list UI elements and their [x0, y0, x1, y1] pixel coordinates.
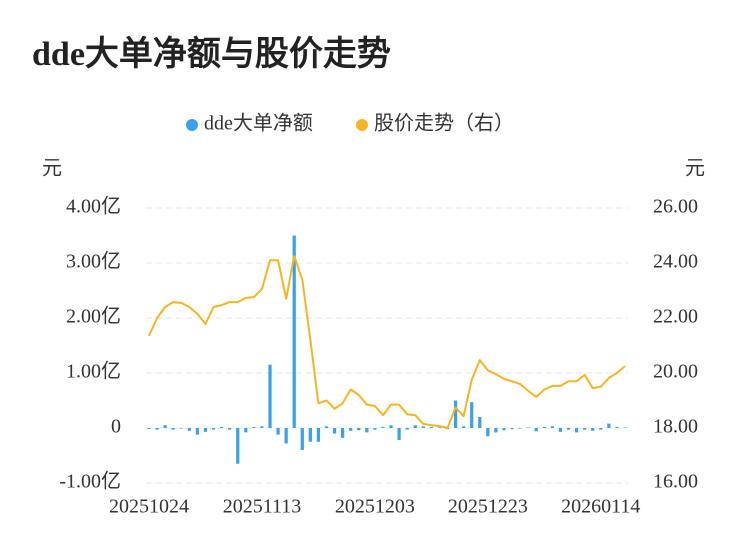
bar	[268, 364, 272, 428]
bar	[260, 426, 264, 428]
bar	[478, 417, 482, 428]
bar	[332, 428, 337, 434]
bar	[405, 428, 409, 430]
bar	[413, 425, 417, 428]
bar	[607, 423, 611, 428]
bar	[421, 426, 425, 428]
x-tick-label: 20251113	[223, 496, 302, 518]
bar	[349, 428, 353, 431]
chart-title: dde大单净额与股价走势	[32, 35, 391, 73]
bar	[574, 428, 579, 433]
bar	[155, 428, 159, 430]
bar	[357, 428, 361, 431]
bar	[566, 428, 571, 430]
bar	[526, 427, 530, 428]
bar	[324, 426, 329, 428]
y-tick-label: 4.00亿	[66, 195, 121, 218]
bar	[558, 428, 563, 432]
y2-tick-label: 22.00	[653, 306, 698, 328]
bar	[510, 428, 514, 430]
y2-tick-label: 26.00	[653, 196, 698, 218]
legend-marker	[356, 119, 368, 131]
price-line	[148, 255, 626, 429]
bar	[220, 426, 224, 428]
bar	[308, 428, 312, 442]
bar	[365, 428, 369, 433]
bar	[341, 428, 345, 438]
legend-label: 股价走势（右）	[374, 112, 514, 135]
bar	[542, 426, 546, 428]
bar	[550, 426, 554, 428]
bar	[591, 428, 595, 431]
bar	[300, 428, 304, 450]
x-tick-label: 20251223	[448, 496, 528, 518]
bar	[462, 426, 466, 428]
y-tick-label: 3.00亿	[66, 250, 121, 273]
bar	[397, 428, 401, 441]
bar	[518, 428, 522, 429]
bar	[623, 427, 627, 428]
y2-tick-label: 24.00	[653, 251, 698, 273]
bar	[284, 428, 288, 444]
bar	[252, 426, 256, 428]
bar	[187, 428, 191, 431]
bar	[211, 428, 216, 430]
x-tick-label: 20251203	[335, 496, 415, 518]
bar	[470, 402, 474, 428]
bar	[494, 428, 498, 433]
bar	[179, 428, 183, 429]
legend-label: dde大单净额	[204, 112, 313, 135]
bar	[615, 426, 619, 428]
bar	[276, 428, 280, 435]
bar	[583, 428, 587, 430]
bar	[389, 425, 393, 428]
y2-axis-label: 元	[685, 158, 705, 180]
bar	[195, 428, 200, 435]
bar	[236, 428, 240, 464]
bar	[292, 235, 296, 428]
x-tick-label: 20260114	[561, 496, 640, 518]
y-tick-label: 1.00亿	[66, 360, 121, 383]
y-tick-label: 2.00亿	[66, 305, 121, 328]
bar	[244, 428, 248, 433]
y-tick-label: 0	[111, 416, 121, 438]
bar	[486, 428, 490, 437]
y2-tick-label: 20.00	[653, 361, 698, 383]
bar	[429, 426, 433, 428]
bar	[171, 428, 175, 430]
bar	[316, 428, 321, 442]
bar	[147, 428, 151, 430]
bar	[203, 428, 208, 432]
y-axis-label: 元	[42, 158, 62, 180]
y-tick-label: -1.00亿	[59, 470, 121, 493]
bar	[228, 428, 232, 430]
bar	[599, 428, 603, 430]
bar	[373, 428, 377, 430]
y2-tick-label: 16.00	[653, 471, 698, 493]
bar	[502, 428, 506, 431]
bar	[534, 428, 538, 432]
bar	[381, 426, 385, 428]
bar	[163, 425, 167, 428]
x-tick-label: 20251024	[109, 496, 189, 518]
bar	[453, 400, 458, 428]
legend-marker	[186, 119, 198, 131]
bar	[437, 427, 442, 428]
y2-tick-label: 18.00	[653, 416, 698, 438]
